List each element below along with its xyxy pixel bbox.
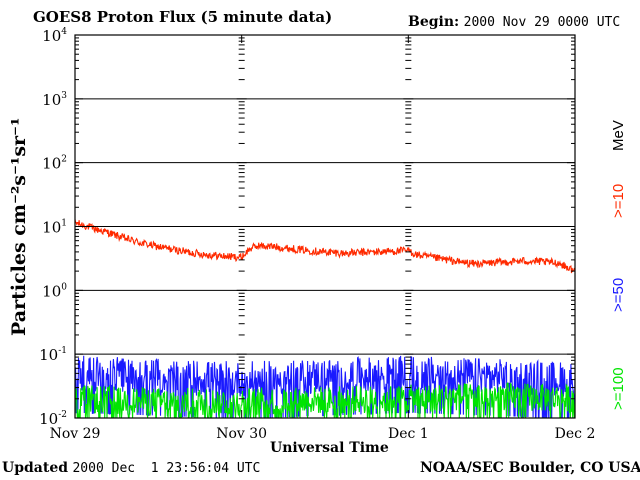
y-axis-label: Particles cm⁻²s⁻¹sr⁻¹ xyxy=(8,117,30,336)
y-tick-label-4: 102 xyxy=(42,155,67,173)
updated-value: 2000 Dec 1 23:56:04 UTC xyxy=(72,461,261,476)
begin-value: 2000 Nov 29 0000 UTC xyxy=(463,15,621,30)
updated-info: Updated 2000 Dec 1 23:56:04 UTC xyxy=(2,460,260,476)
x-tick-label-3: Dec 2 xyxy=(555,426,596,442)
y-tick-label-1: 10-1 xyxy=(39,346,67,364)
x-axis-label: Universal Time xyxy=(270,440,389,456)
legend-series-10mev: >=10 xyxy=(610,183,627,218)
y-tick-label-5: 103 xyxy=(42,91,67,109)
chart-title: GOES8 Proton Flux (5 minute data) xyxy=(33,8,333,26)
x-tick-label-1: Nov 30 xyxy=(216,426,267,442)
x-tick-label-2: Dec 1 xyxy=(388,426,429,442)
x-tick-label-0: Nov 29 xyxy=(50,426,101,442)
y-tick-label-3: 101 xyxy=(42,219,67,237)
axes-layer: Nov 29 Nov 30 Dec 1 Dec 2 10-2 10-1 100 101 102 1… xyxy=(39,27,595,442)
y-tick-label-6: 104 xyxy=(42,27,67,45)
credit-text: NOAA/SEC Boulder, CO USA xyxy=(420,460,640,476)
series-line-0 xyxy=(74,219,576,274)
updated-label: Updated xyxy=(2,460,69,476)
begin-info: Begin: 2000 Nov 29 0000 UTC xyxy=(408,14,620,30)
y-tick-label-0: 10-2 xyxy=(39,410,67,428)
legend-series-50mev: >=50 xyxy=(610,277,627,312)
legend-unit-mev: MeV xyxy=(610,120,627,151)
plot-layer xyxy=(74,219,576,419)
series-line-2 xyxy=(74,382,576,419)
legend-series-100mev: >=100 xyxy=(610,367,627,410)
begin-label: Begin: xyxy=(408,14,460,30)
y-tick-label-2: 100 xyxy=(42,282,67,300)
